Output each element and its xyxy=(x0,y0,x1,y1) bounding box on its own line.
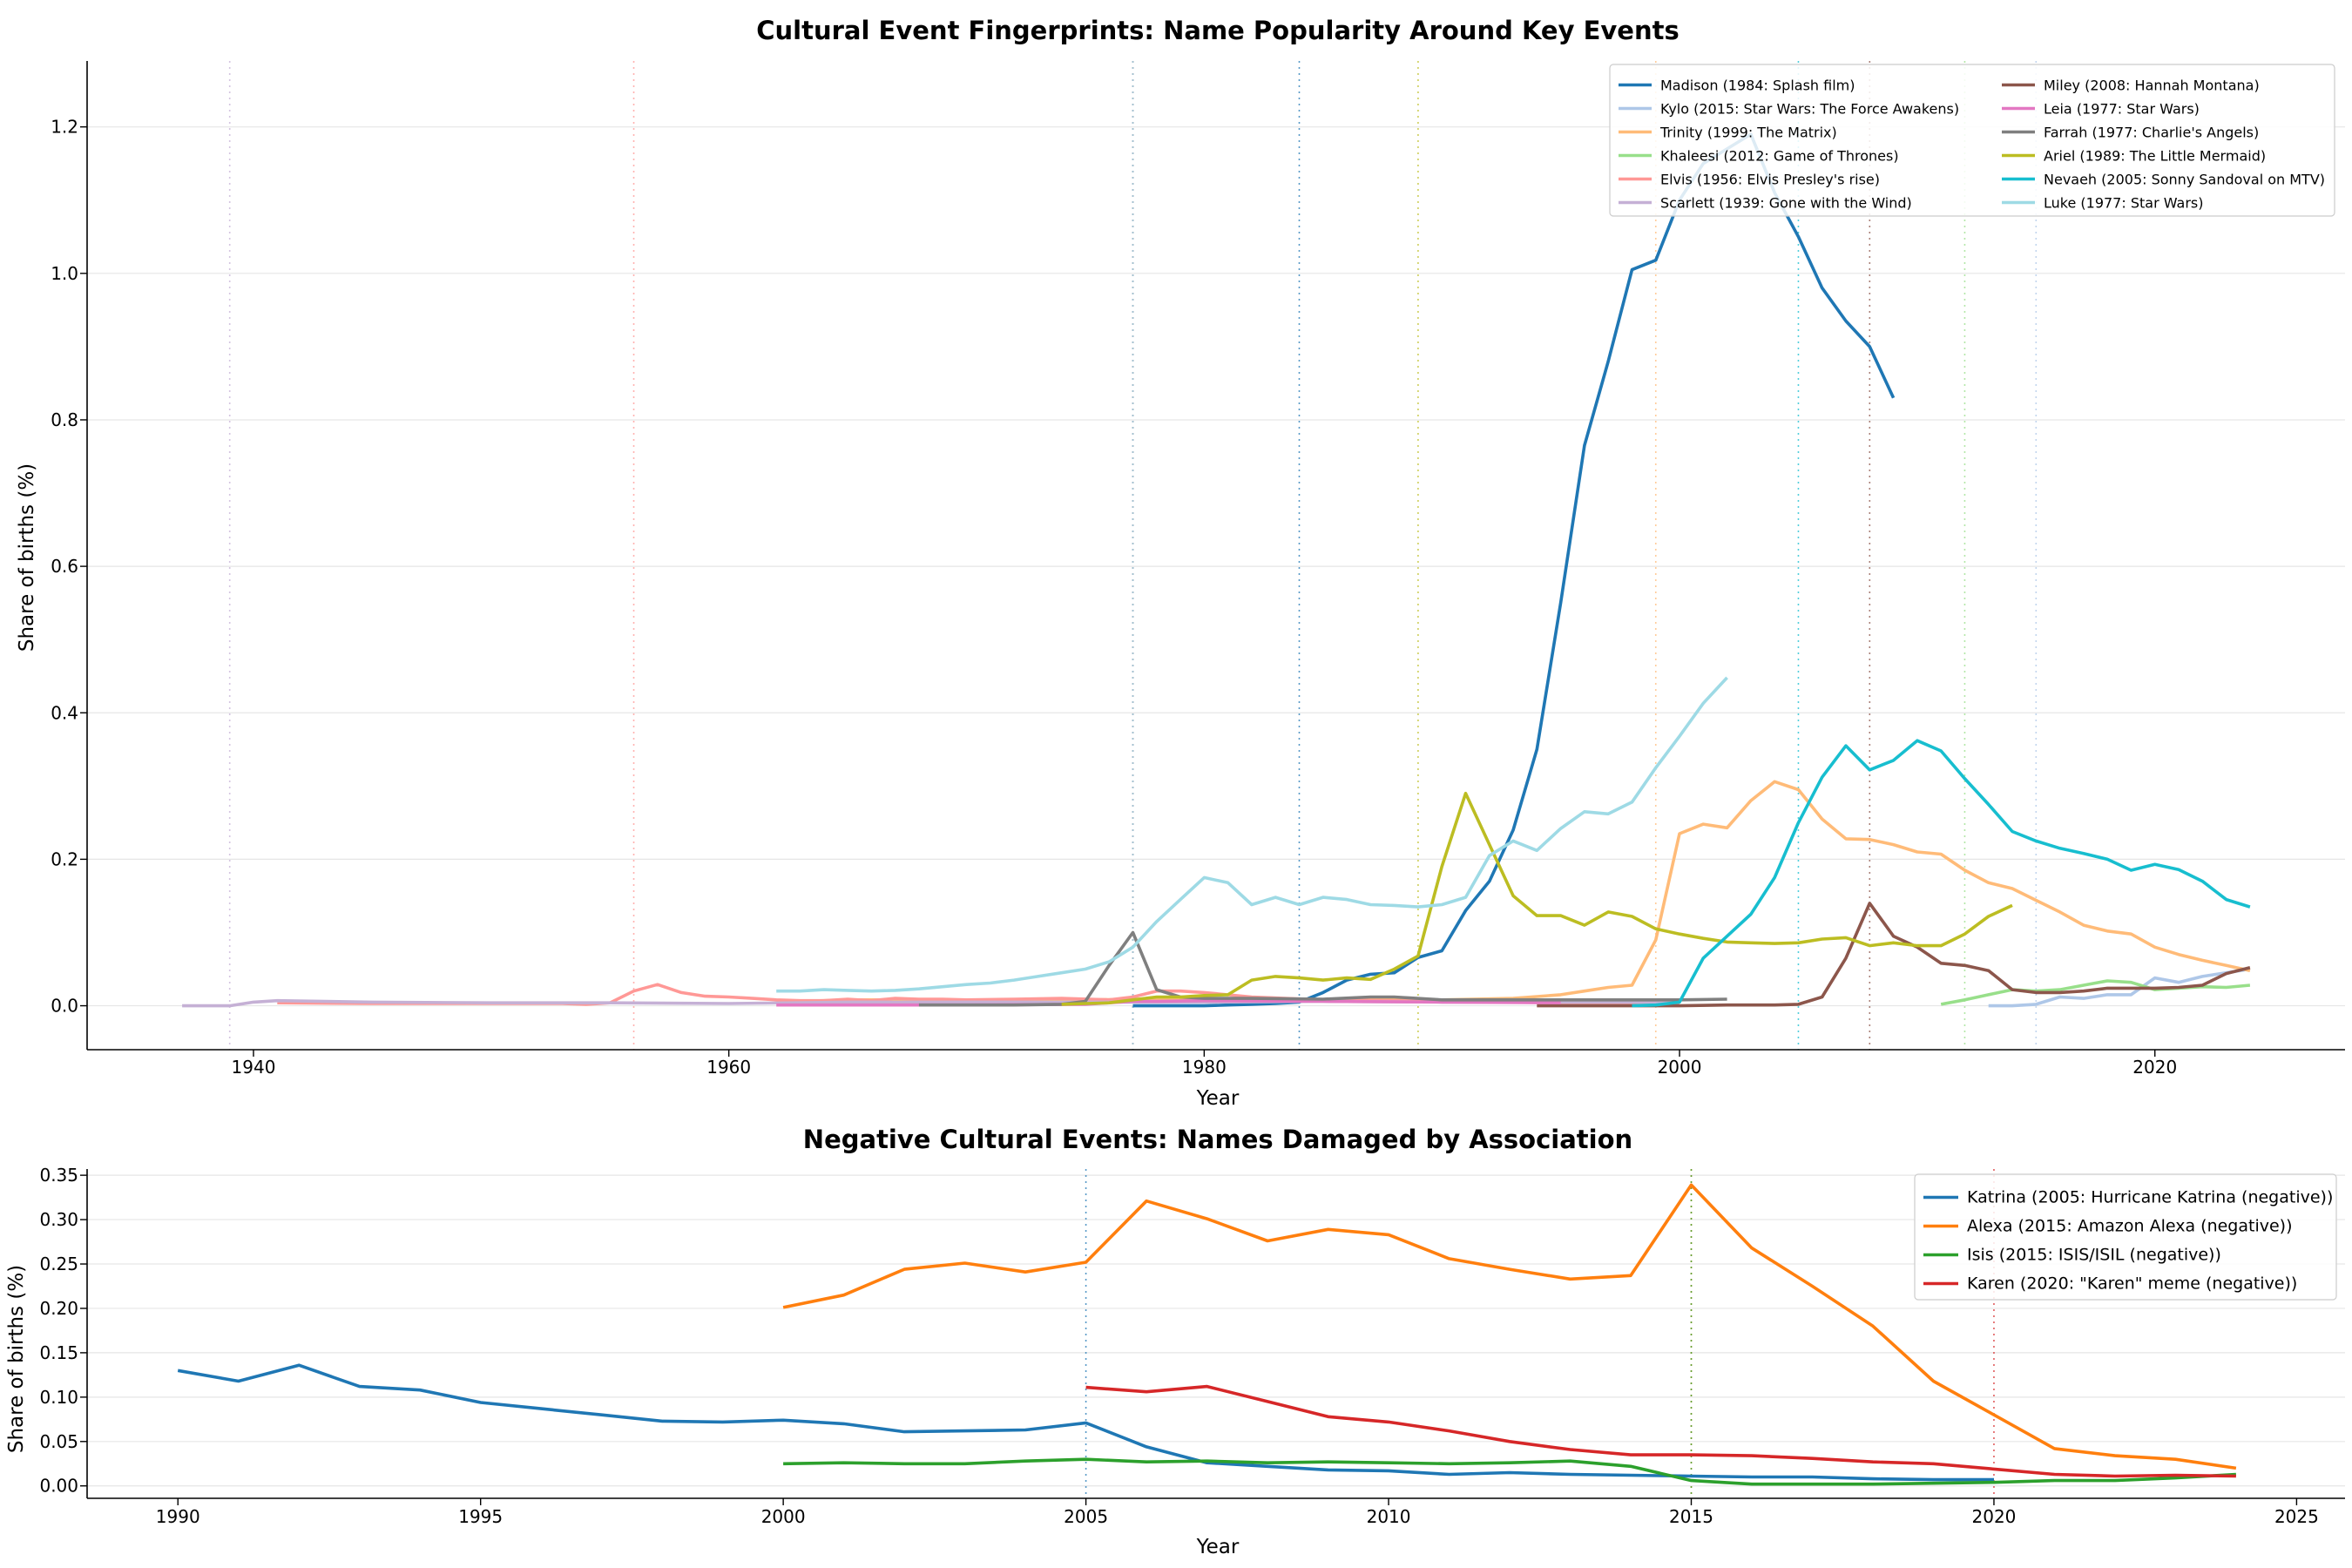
legend-entry-khaleesi: Khaleesi (2012: Game of Thrones) xyxy=(1660,148,1899,165)
legend-entry-katrina: Katrina (2005: Hurricane Katrina (negati… xyxy=(1967,1188,2333,1207)
x-tick-label: 2000 xyxy=(1658,1057,1702,1078)
y-tick-label: 1.2 xyxy=(51,117,78,138)
legend-entry-alexa: Alexa (2015: Amazon Alexa (negative)) xyxy=(1967,1217,2293,1236)
x-tick-label: 1995 xyxy=(458,1506,503,1527)
x-tick-label: 2020 xyxy=(1972,1506,2017,1527)
y-tick-label: 1.0 xyxy=(51,263,78,284)
legend-entry-karen: Karen (2020: "Karen" meme (negative)) xyxy=(1967,1274,2297,1294)
y-tick-label: 0.4 xyxy=(51,702,78,723)
top-chart-xlabel: Year xyxy=(1196,1087,1240,1110)
legend-entry-madison: Madison (1984: Splash film) xyxy=(1660,78,1855,94)
y-tick-label: 0.00 xyxy=(39,1476,78,1497)
top-chart-axes: 1940 1960 1980 2000 2020 0.0 0.2 0.4 0.6 0.8 1.0 1.… xyxy=(51,61,2345,1078)
y-tick-label: 0.05 xyxy=(39,1431,78,1452)
series-line-nevaeh xyxy=(1632,739,2251,1008)
series-line-kylo xyxy=(1988,967,2251,1008)
legend-frame xyxy=(1914,1173,2337,1301)
x-tick-label: 2015 xyxy=(1669,1506,1713,1527)
legend-entry-leia: Leia (1977: Star Wars) xyxy=(2044,101,2200,118)
y-tick-label: 0.25 xyxy=(39,1254,78,1274)
legend-entry-nevaeh: Nevaeh (2005: Sonny Sandoval on MTV) xyxy=(2044,172,2325,188)
series-line-isis xyxy=(783,1457,2237,1486)
x-tick-label: 2020 xyxy=(2132,1057,2177,1078)
top-chart: Cultural Event Fingerprints: Name Popula… xyxy=(16,16,2345,1110)
top-chart-legend: Madison (1984: Splash film) Kylo (2015: S… xyxy=(1609,64,2335,217)
bottom-chart-axes: 1990 1995 2000 2005 2010 2015 2020 2025 0.00 0.05… xyxy=(39,1165,2345,1527)
legend-entry-trinity: Trinity (1999: The Matrix) xyxy=(1659,125,1837,141)
x-tick-label: 1980 xyxy=(1182,1057,1227,1078)
bottom-chart-xlabel: Year xyxy=(1196,1536,1240,1558)
bottom-chart-legend: Katrina (2005: Hurricane Katrina (negati… xyxy=(1914,1173,2337,1301)
legend-entry-elvis: Elvis (1956: Elvis Presley's rise) xyxy=(1660,172,1880,188)
series-line-ariel xyxy=(1061,791,2013,1006)
legend-entry-scarlett: Scarlett (1939: Gone with the Wind) xyxy=(1660,195,1912,212)
legend-entry-kylo: Kylo (2015: Star Wars: The Force Awakens… xyxy=(1660,101,1959,118)
y-tick-label: 0.30 xyxy=(39,1209,78,1230)
bottom-chart-title: Negative Cultural Events: Names Damaged … xyxy=(803,1125,1632,1154)
x-tick-label: 1990 xyxy=(156,1506,200,1527)
y-tick-label: 0.20 xyxy=(39,1298,78,1319)
y-tick-label: 0.8 xyxy=(51,409,78,430)
y-tick-label: 0.2 xyxy=(51,848,78,869)
y-tick-label: 0.10 xyxy=(39,1387,78,1408)
bottom-chart: Negative Cultural Events: Names Damaged … xyxy=(5,1125,2345,1558)
series-line-karen xyxy=(1085,1384,2236,1478)
series-line-katrina xyxy=(177,1363,1994,1482)
series-line-luke xyxy=(776,676,1728,993)
top-chart-title: Cultural Event Fingerprints: Name Popula… xyxy=(756,16,1679,45)
legend-entry-farrah: Farrah (1977: Charlie's Angels) xyxy=(2044,125,2259,141)
x-tick-label: 1960 xyxy=(706,1057,751,1078)
x-tick-label: 2025 xyxy=(2274,1506,2319,1527)
top-chart-event-lines xyxy=(228,61,2038,1050)
x-tick-label: 2000 xyxy=(761,1506,806,1527)
series-line-miley xyxy=(1537,902,2251,1008)
legend-entry-isis: Isis (2015: ISIS/ISIL (negative)) xyxy=(1967,1246,2221,1265)
legend-entry-miley: Miley (2008: Hannah Montana) xyxy=(2044,78,2260,94)
legend-entry-ariel: Ariel (1989: The Little Mermaid) xyxy=(2044,148,2266,165)
x-tick-label: 1940 xyxy=(232,1057,276,1078)
bottom-chart-series xyxy=(177,1183,2237,1486)
series-line-alexa xyxy=(782,1183,2237,1470)
y-tick-label: 0.6 xyxy=(51,556,78,577)
top-chart-ylabel: Share of births (%) xyxy=(16,463,38,652)
y-tick-label: 0.35 xyxy=(39,1165,78,1186)
x-tick-label: 2005 xyxy=(1064,1506,1108,1527)
y-tick-label: 0.0 xyxy=(51,996,78,1017)
legend-entry-luke: Luke (1977: Star Wars) xyxy=(2044,195,2204,212)
bottom-chart-ylabel: Share of births (%) xyxy=(5,1265,28,1453)
y-tick-label: 0.15 xyxy=(39,1342,78,1363)
x-tick-label: 2010 xyxy=(1367,1506,1411,1527)
legend-frame xyxy=(1609,64,2335,217)
